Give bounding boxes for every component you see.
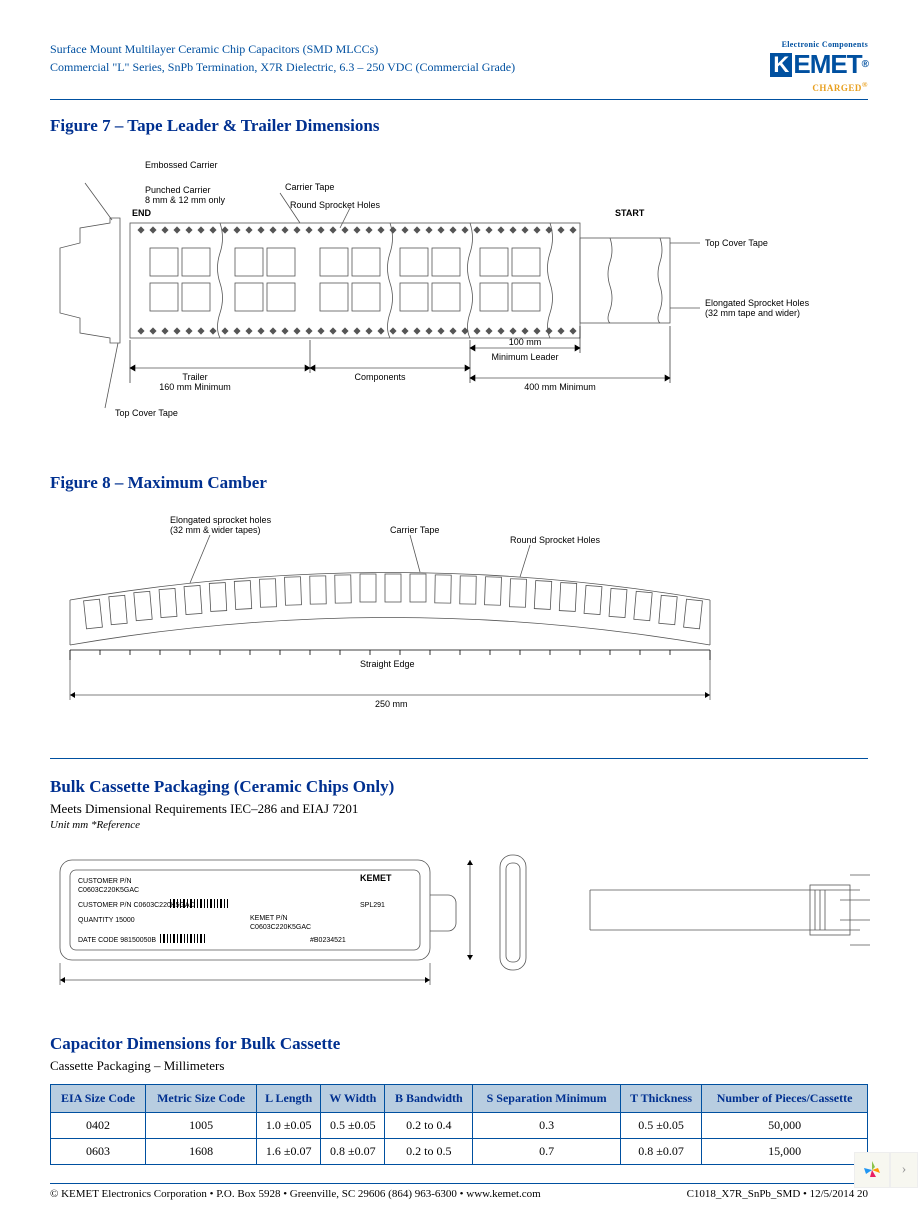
figure7-title: Figure 7 – Tape Leader & Trailer Dimensi… <box>50 116 868 136</box>
footer-rule <box>50 1183 868 1184</box>
dims-title: Capacitor Dimensions for Bulk Cassette <box>50 1034 868 1054</box>
viewer-nav: › <box>854 1152 918 1188</box>
bulk-label-cust: CUSTOMER P/N <box>78 878 132 885</box>
bulk-diagram: KEMET CUSTOMER P/N C0603C220K5GAC CUSTOM… <box>50 845 870 1005</box>
fig8-len: 250 mm <box>375 699 408 709</box>
figure8-title: Figure 8 – Maximum Camber <box>50 473 868 493</box>
table-row: 0603 1608 1.6 ±0.07 0.8 ±0.07 0.2 to 0.5… <box>51 1139 868 1165</box>
fig7-carrier-tape: Carrier Tape <box>285 182 334 192</box>
header-line1: Surface Mount Multilayer Ceramic Chip Ca… <box>50 40 515 58</box>
logo-supertext: Electronic Components <box>770 40 868 49</box>
col-metric: Metric Size Code <box>146 1085 257 1113</box>
fig7-components: Components <box>354 372 406 382</box>
header-line2: Commercial "L" Series, SnPb Termination,… <box>50 58 515 76</box>
bulk-label-lot: #B0234521 <box>310 937 346 944</box>
fig7-top-cover-r: Top Cover Tape <box>705 238 768 248</box>
bulk-sub: Meets Dimensional Requirements IEC–286 a… <box>50 801 868 817</box>
fig7-round-sprocket: Round Sprocket Holes <box>290 200 381 210</box>
col-n: Number of Pieces/Cassette <box>702 1085 868 1113</box>
kemet-logo: Electronic Components EMET® CHARGED® <box>770 40 868 93</box>
bulk-label-date: DATE CODE 98150050B <box>78 937 156 944</box>
fig7-leader100: 100 mm <box>509 337 542 347</box>
fig7-start: START <box>615 208 645 218</box>
header-text: Surface Mount Multilayer Ceramic Chip Ca… <box>50 40 515 76</box>
viewer-logo-icon[interactable] <box>854 1152 890 1188</box>
fig7-punched2: 8 mm & 12 mm only <box>145 195 226 205</box>
fig7-punched1: Punched Carrier <box>145 185 211 195</box>
fig7-top-cover-l: Top Cover Tape <box>115 408 178 418</box>
logo-charged: CHARGED® <box>770 80 868 93</box>
logo-main: EMET® <box>770 49 868 80</box>
bulk-label-kpn2: C0603C220K5GAC <box>250 924 311 931</box>
next-page-button[interactable]: › <box>890 1152 918 1188</box>
fig8-carrier-tape: Carrier Tape <box>390 525 439 535</box>
fig8-elong1: Elongated sprocket holes <box>170 515 272 525</box>
dims-sub: Cassette Packaging – Millimeters <box>50 1058 868 1074</box>
bulk-label-spl: SPL291 <box>360 902 385 909</box>
table-row: 0402 1005 1.0 ±0.05 0.5 ±0.05 0.2 to 0.4… <box>51 1113 868 1139</box>
col-w: W Width <box>321 1085 385 1113</box>
footer-right: C1018_X7R_SnPb_SMD • 12/5/2014 20 <box>687 1188 868 1200</box>
bulk-label-kpn1: KEMET P/N <box>250 915 288 922</box>
page-footer: © KEMET Electronics Corporation • P.O. B… <box>50 1188 868 1200</box>
section-rule-1 <box>50 758 868 759</box>
fig8-elong2: (32 mm & wider tapes) <box>170 525 261 535</box>
fig7-end: END <box>132 208 152 218</box>
bulk-label-qty: QUANTITY 15000 <box>78 917 135 924</box>
table-header-row: EIA Size Code Metric Size Code L Length … <box>51 1085 868 1113</box>
col-s: S Separation Minimum <box>473 1085 621 1113</box>
header-rule <box>50 99 868 100</box>
fig8-straight-edge: Straight Edge <box>360 659 415 669</box>
fig7-trailer2: 160 mm Minimum <box>159 382 231 392</box>
bulk-label-logo: KEMET <box>360 873 392 883</box>
fig7-elong1: Elongated Sprocket Holes <box>705 298 810 308</box>
bulk-unit: Unit mm *Reference <box>50 819 868 831</box>
col-eia: EIA Size Code <box>51 1085 146 1113</box>
dimensions-table: EIA Size Code Metric Size Code L Length … <box>50 1084 868 1165</box>
bulk-title: Bulk Cassette Packaging (Ceramic Chips O… <box>50 777 868 797</box>
footer-left: © KEMET Electronics Corporation • P.O. B… <box>50 1188 541 1200</box>
logo-k-icon <box>770 53 792 77</box>
fig7-trailer1: Trailer <box>182 372 207 382</box>
bulk-label-pn: C0603C220K5GAC <box>78 887 139 894</box>
fig7-embossed: Embossed Carrier <box>145 160 218 170</box>
col-b: B Bandwidth <box>385 1085 473 1113</box>
col-t: T Thickness <box>620 1085 701 1113</box>
col-l: L Length <box>257 1085 321 1113</box>
figure8-diagram: Elongated sprocket holes (32 mm & wider … <box>50 505 730 715</box>
figure7-diagram: Embossed Carrier Punched Carrier 8 mm & … <box>50 148 870 438</box>
fig8-round-sprocket: Round Sprocket Holes <box>510 535 601 545</box>
page-header: Surface Mount Multilayer Ceramic Chip Ca… <box>50 40 868 93</box>
fig7-leader400: 400 mm Minimum <box>524 382 596 392</box>
fig7-leader-min: Minimum Leader <box>491 352 558 362</box>
fig7-elong2: (32 mm tape and wider) <box>705 308 800 318</box>
